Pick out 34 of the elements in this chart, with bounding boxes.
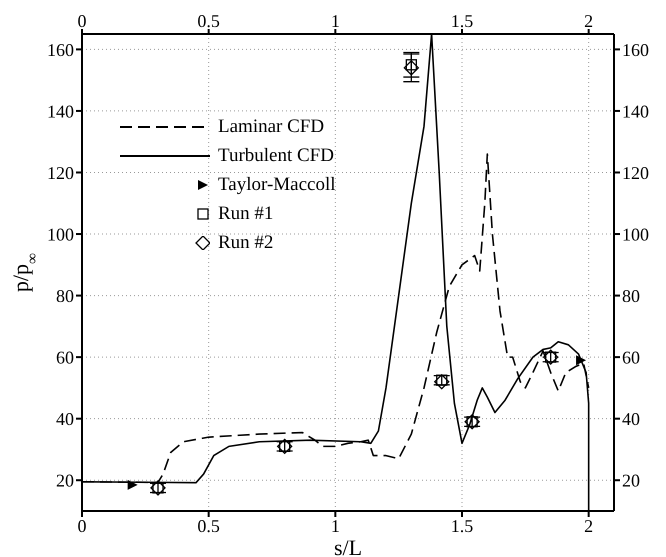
- y2-tick-label: 40: [622, 409, 640, 430]
- y-tick-label: 60: [56, 348, 74, 368]
- y-tick-label: 80: [56, 286, 74, 306]
- y-tick-label: 120: [47, 162, 74, 183]
- y-tick-label: 40: [56, 409, 74, 430]
- legend-label: Taylor-Maccoll: [218, 174, 336, 196]
- y2-tick-label: 140: [622, 101, 649, 122]
- x-tick-label: 0: [78, 11, 86, 31]
- legend-label: Run #2: [218, 232, 274, 254]
- x-tick-label: 1: [330, 11, 340, 31]
- y2-tick-label: 100: [622, 224, 649, 244]
- x-axis-title: s/L: [334, 535, 362, 557]
- y2-tick-label: 20: [622, 470, 640, 491]
- x-tick-label: 2: [584, 11, 594, 31]
- point: [128, 480, 138, 490]
- x2-tick-label: 2: [584, 516, 594, 536]
- y-tick-label: 100: [47, 224, 74, 244]
- legend-label: Laminar CFD: [218, 116, 324, 138]
- y-tick-label: 160: [47, 40, 74, 60]
- point: [576, 355, 586, 366]
- y2-tick-label: 120: [622, 162, 649, 183]
- y-tick-label: 20: [56, 470, 74, 491]
- y2-tick-label: 60: [622, 348, 640, 368]
- x2-tick-label: 1: [330, 516, 340, 536]
- x2-tick-label: 0: [78, 516, 86, 536]
- legend-label: Run #1: [218, 202, 274, 224]
- y2-tick-label: 80: [622, 286, 640, 306]
- legend-label: Turbulent CFD: [218, 144, 334, 166]
- x-tick-label: 0.5: [197, 11, 220, 31]
- x-tick-label: 1.5: [450, 11, 474, 31]
- x2-tick-label: 1.5: [450, 516, 474, 536]
- y-tick-label: 140: [47, 101, 74, 122]
- x2-tick-label: 0.5: [197, 516, 220, 536]
- y2-tick-label: 160: [622, 40, 649, 60]
